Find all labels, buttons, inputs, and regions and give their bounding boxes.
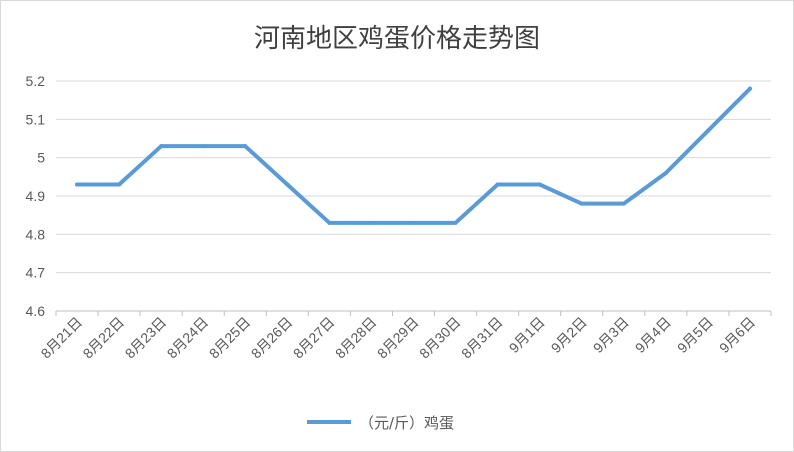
x-tick-label: 9月2日 [548, 314, 590, 356]
legend: （元/斤）鸡蛋 [307, 414, 454, 432]
data-point [75, 182, 80, 187]
gridlines [56, 80, 771, 274]
x-axis-tick-labels: 8月21日8月22日8月23日8月24日8月25日8月26日8月27日8月28日… [38, 314, 759, 362]
data-point [747, 86, 752, 91]
y-tick-label: 5 [37, 150, 45, 166]
x-tick-label: 9月3日 [590, 314, 632, 356]
axes [55, 310, 772, 316]
x-tick-label: 8月25日 [206, 314, 254, 362]
x-tick-label: 8月28日 [332, 314, 380, 362]
series-layer [75, 86, 752, 225]
x-tick-label: 8月27日 [290, 314, 338, 362]
series-line-egg [75, 86, 752, 225]
data-point [369, 220, 374, 225]
data-point [621, 201, 626, 206]
x-tick-label: 9月4日 [632, 314, 674, 356]
x-tick-label: 8月21日 [38, 314, 86, 362]
data-point [663, 171, 668, 175]
x-tick-label: 9月5日 [674, 314, 716, 356]
data-point [243, 144, 248, 149]
x-tick-label: 8月24日 [164, 314, 212, 362]
y-tick-label: 4.9 [26, 188, 46, 204]
data-point [285, 182, 290, 187]
y-tick-label: 4.8 [26, 226, 46, 242]
x-tick-label: 9月1日 [506, 314, 548, 356]
chart-title: 河南地区鸡蛋价格走势图 [254, 24, 540, 54]
y-tick-label: 4.6 [26, 303, 46, 319]
x-tick-label: 8月31日 [458, 314, 506, 362]
data-point [537, 182, 542, 187]
x-tick-label: 8月30日 [416, 314, 464, 362]
x-tick-label: 8月29日 [374, 314, 422, 362]
data-point [201, 144, 206, 149]
data-point [705, 128, 710, 133]
data-point [411, 220, 416, 225]
data-point [495, 182, 500, 187]
data-point [579, 201, 584, 206]
data-point [159, 144, 164, 149]
data-point [453, 220, 458, 225]
x-tick-label: 8月22日 [80, 314, 128, 362]
y-axis-tick-labels: 4.6 4.7 4.8 4.9 5 5.1 5.2 [26, 73, 46, 319]
y-tick-label: 5.2 [26, 73, 46, 89]
y-tick-label: 5.1 [26, 111, 46, 127]
data-point [117, 182, 122, 187]
data-point [327, 220, 332, 225]
y-tick-label: 4.7 [26, 265, 46, 281]
x-tick-label: 8月23日 [122, 314, 170, 362]
legend-label-egg: （元/斤）鸡蛋 [359, 414, 454, 432]
x-tick-label: 9月6日 [716, 314, 758, 356]
x-tick-label: 8月26日 [248, 314, 296, 362]
